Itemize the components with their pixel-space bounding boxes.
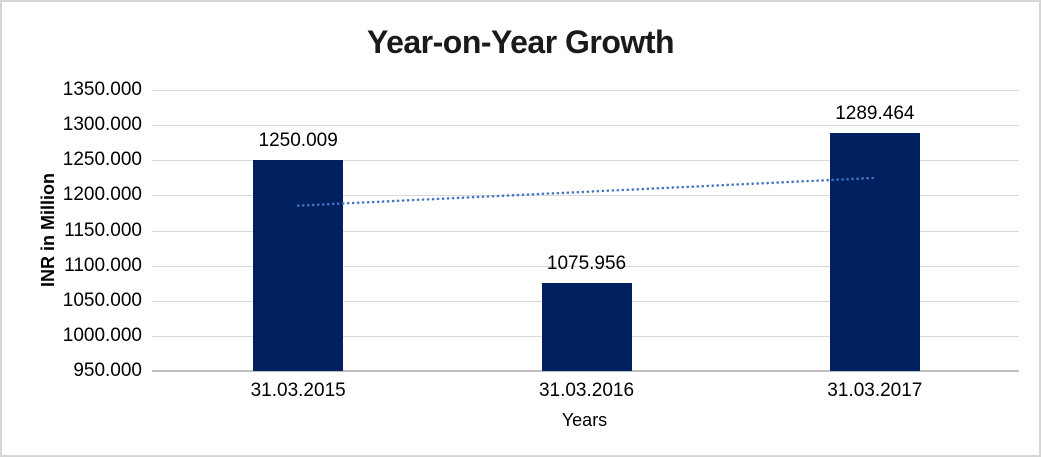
bar-value-label: 1075.956 [546,252,627,274]
y-axis-tick-label: 1350.000 [62,79,142,100]
y-axis-tick-label: 950.000 [73,360,142,381]
y-axis-tick-label: 1300.000 [62,114,142,136]
y-axis-tick-label: 1000.000 [62,324,142,346]
y-axis-tick-label: 1150.000 [64,219,142,241]
gridline [152,265,1019,267]
chart-title: Year-on-Year Growth [366,24,675,60]
gridline [152,160,1019,162]
x-axis-tick-label: 31.03.2015 [250,380,346,401]
bar-value-label: 1250.009 [258,130,338,152]
x-axis-title: Years [561,410,608,430]
gridline [152,125,1019,127]
y-axis-tick-label: 1200.000 [62,184,142,206]
x-axis-line [152,370,1019,372]
trendline-dotted-line [296,176,877,207]
gridline [152,195,1019,197]
trendline [296,176,877,207]
y-axis-tick-label: 1250.000 [62,149,142,171]
x-axis-tick-label: 31.03.2017 [827,380,923,401]
x-axis-tick-label: 31.03.2016 [538,380,635,401]
y-axis-tick-label: 1100.000 [64,254,142,276]
gridline [152,90,1019,91]
bar [541,282,632,371]
gridline [152,230,1019,232]
bar [829,132,920,371]
bar [253,160,344,371]
y-axis-tick-label: 1050.000 [62,289,142,311]
bar-value-label: 1289.464 [835,102,915,124]
